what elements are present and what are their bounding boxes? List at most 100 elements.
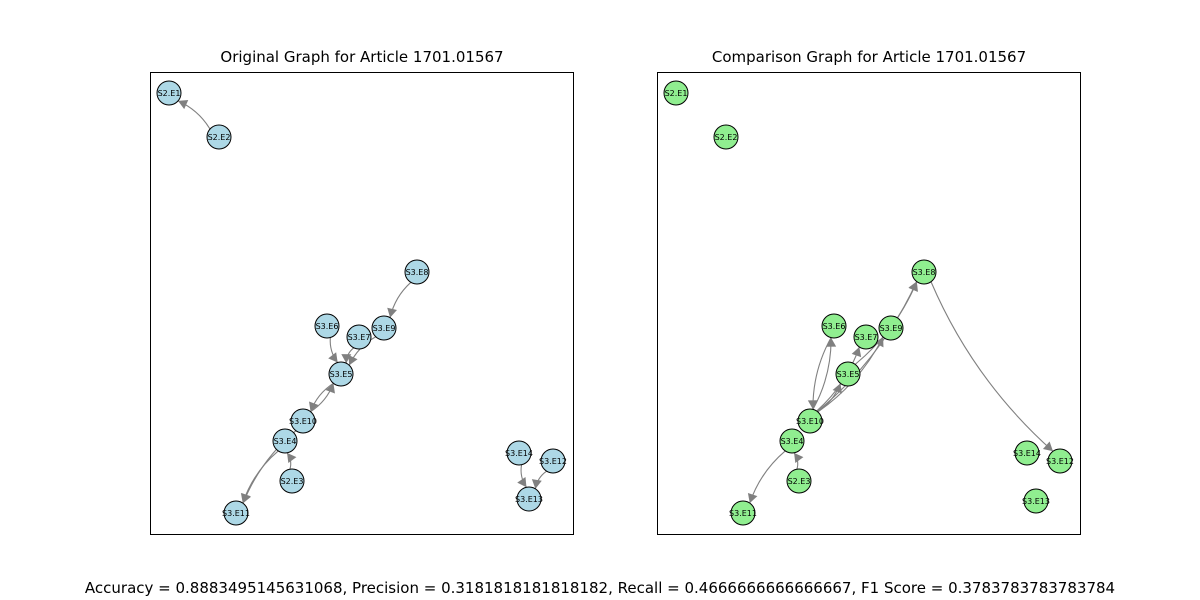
node-label: S3.E10 bbox=[796, 417, 824, 426]
node-circle bbox=[1014, 440, 1040, 466]
original-arrowhead-s3-e9-to-s3-e5 bbox=[348, 354, 358, 366]
node-circle bbox=[371, 315, 397, 341]
original-node-s3-e10: S3.E10 bbox=[289, 408, 317, 434]
comparison-node-s3-e9: S3.E9 bbox=[878, 315, 904, 341]
original-node-s3-e14: S3.E14 bbox=[505, 440, 533, 466]
original-arrowhead-s3-e10-to-s3-e5 bbox=[325, 383, 335, 394]
node-label: S2.E1 bbox=[665, 89, 688, 98]
comparison-node-s3-e5: S3.E5 bbox=[835, 361, 861, 387]
comparison-node-s3-e7: S3.E7 bbox=[853, 324, 879, 350]
original-node-s3-e8: S3.E8 bbox=[404, 259, 430, 285]
comparison-node-s3-e4: S3.E4 bbox=[779, 428, 805, 454]
node-label: S3.E7 bbox=[855, 333, 878, 342]
original-arrowhead-s3-e5-to-s3-e10 bbox=[309, 401, 319, 412]
original-graph: S2.E1 S2.E2 S2.E3 S3.E4 S3.E5 S3.E6 S3.E7 S3.E8… bbox=[156, 80, 567, 526]
metrics-summary: Accuracy = 0.8883495145631068, Precision… bbox=[84, 579, 1116, 597]
node-circle bbox=[156, 80, 182, 106]
node-label: S3.E14 bbox=[1013, 449, 1041, 458]
node-label: S3.E11 bbox=[222, 509, 250, 518]
original-arrowhead-s2-e3-to-s3-e4 bbox=[287, 452, 297, 464]
node-label: S3.E12 bbox=[1046, 457, 1074, 466]
node-circle bbox=[821, 313, 847, 339]
node-label: S3.E7 bbox=[348, 333, 371, 342]
node-circle bbox=[911, 259, 937, 285]
comparison-node-s2-e3: S2.E3 bbox=[786, 468, 812, 494]
node-circle bbox=[779, 428, 805, 454]
original-node-s3-e9: S3.E9 bbox=[371, 315, 397, 341]
comparison-node-s3-e11: S3.E11 bbox=[729, 500, 757, 526]
node-label: S3.E9 bbox=[880, 324, 903, 333]
node-circle bbox=[797, 408, 823, 434]
comparison-arrowhead-s3-e10-to-s3-e7 bbox=[851, 346, 862, 358]
original-node-s2-e1: S2.E1 bbox=[156, 80, 182, 106]
node-label: S3.E14 bbox=[505, 449, 533, 458]
comparison-arrowhead-s3-e6-to-s3-e10 bbox=[807, 400, 818, 410]
comparison-edge-s3-e8-to-s3-e12 bbox=[930, 281, 1054, 452]
node-circle bbox=[713, 124, 739, 150]
node-circle bbox=[516, 486, 542, 512]
comparison-arrowhead-s2-e3-to-s3-e4 bbox=[794, 452, 804, 464]
comparison-arrowhead-s3-e8-to-s3-e12 bbox=[1042, 441, 1053, 452]
node-circle bbox=[878, 315, 904, 341]
node-circle bbox=[730, 500, 756, 526]
node-label: S2.E1 bbox=[158, 89, 181, 98]
comparison-node-s2-e1: S2.E1 bbox=[663, 80, 689, 106]
comparison-node-s3-e12: S3.E12 bbox=[1046, 448, 1074, 474]
original-node-s3-e11: S3.E11 bbox=[222, 500, 250, 526]
node-label: S3.E8 bbox=[406, 268, 429, 277]
original-node-s2-e2: S2.E2 bbox=[206, 124, 232, 150]
comparison-node-s3-e10: S3.E10 bbox=[796, 408, 824, 434]
node-label: S2.E3 bbox=[281, 477, 304, 486]
node-label: S3.E12 bbox=[539, 457, 567, 466]
node-circle bbox=[786, 468, 812, 494]
node-label: S3.E13 bbox=[1022, 497, 1050, 506]
original-node-s3-e5: S3.E5 bbox=[328, 361, 354, 387]
node-circle bbox=[314, 313, 340, 339]
original-arrowhead-s2-e2-to-s2-e1 bbox=[178, 100, 189, 110]
comparison-graph: S2.E1 S2.E2 S2.E3 S3.E4 S3.E5 S3.E6 S3.E7 S3.E8… bbox=[663, 80, 1074, 526]
node-circle bbox=[540, 448, 566, 474]
node-label: S3.E13 bbox=[515, 495, 543, 504]
node-label: S2.E2 bbox=[208, 133, 231, 142]
node-circle bbox=[663, 80, 689, 106]
comparison-node-s3-e6: S3.E6 bbox=[821, 313, 847, 339]
original-node-s3-e6: S3.E6 bbox=[314, 313, 340, 339]
original-graph-frame bbox=[150, 72, 574, 535]
comparison-node-s3-e8: S3.E8 bbox=[911, 259, 937, 285]
node-circle bbox=[835, 361, 861, 387]
node-circle bbox=[328, 361, 354, 387]
node-label: S3.E10 bbox=[289, 417, 317, 426]
comparison-arrowhead-s3-e5-to-s3-e8 bbox=[908, 281, 918, 292]
comparison-node-s3-e13: S3.E13 bbox=[1022, 488, 1050, 514]
original-node-s3-e7: S3.E7 bbox=[346, 324, 372, 350]
comparison-arrowhead-s3-e4-to-s3-e11 bbox=[747, 492, 758, 504]
original-arrowhead-s3-e8-to-s3-e9 bbox=[387, 307, 397, 318]
node-circle bbox=[346, 324, 372, 350]
original-arrowhead-s3-e14-to-s3-e13 bbox=[517, 477, 527, 488]
node-label: S2.E2 bbox=[715, 133, 738, 142]
original-arrowhead-s3-e12-to-s3-e13 bbox=[531, 479, 542, 489]
original-arrowhead-s3-e6-to-s3-e5 bbox=[328, 352, 338, 363]
original-graph-title: Original Graph for Article 1701.01567 bbox=[220, 48, 504, 66]
node-circle bbox=[1023, 488, 1049, 514]
node-circle bbox=[1047, 448, 1073, 474]
node-circle bbox=[272, 428, 298, 454]
comparison-graph-frame bbox=[657, 72, 1081, 535]
original-node-s2-e3: S2.E3 bbox=[279, 468, 305, 494]
original-node-s3-e12: S3.E12 bbox=[539, 448, 567, 474]
node-label: S3.E5 bbox=[837, 370, 860, 379]
node-label: S3.E6 bbox=[823, 322, 846, 331]
comparison-arrowhead-s3-e10-to-s3-e6 bbox=[826, 337, 837, 347]
node-circle bbox=[853, 324, 879, 350]
node-circle bbox=[223, 500, 249, 526]
original-node-s3-e4: S3.E4 bbox=[272, 428, 298, 454]
node-label: S3.E5 bbox=[330, 370, 353, 379]
node-label: S3.E11 bbox=[729, 509, 757, 518]
comparison-node-s2-e2: S2.E2 bbox=[713, 124, 739, 150]
original-arrowhead-s3-e10-to-s3-e11 bbox=[241, 493, 252, 504]
node-label: S2.E3 bbox=[788, 477, 811, 486]
node-label: S3.E6 bbox=[316, 322, 339, 331]
comparison-graph-title: Comparison Graph for Article 1701.01567 bbox=[711, 48, 1027, 66]
original-node-s3-e13: S3.E13 bbox=[515, 486, 543, 512]
